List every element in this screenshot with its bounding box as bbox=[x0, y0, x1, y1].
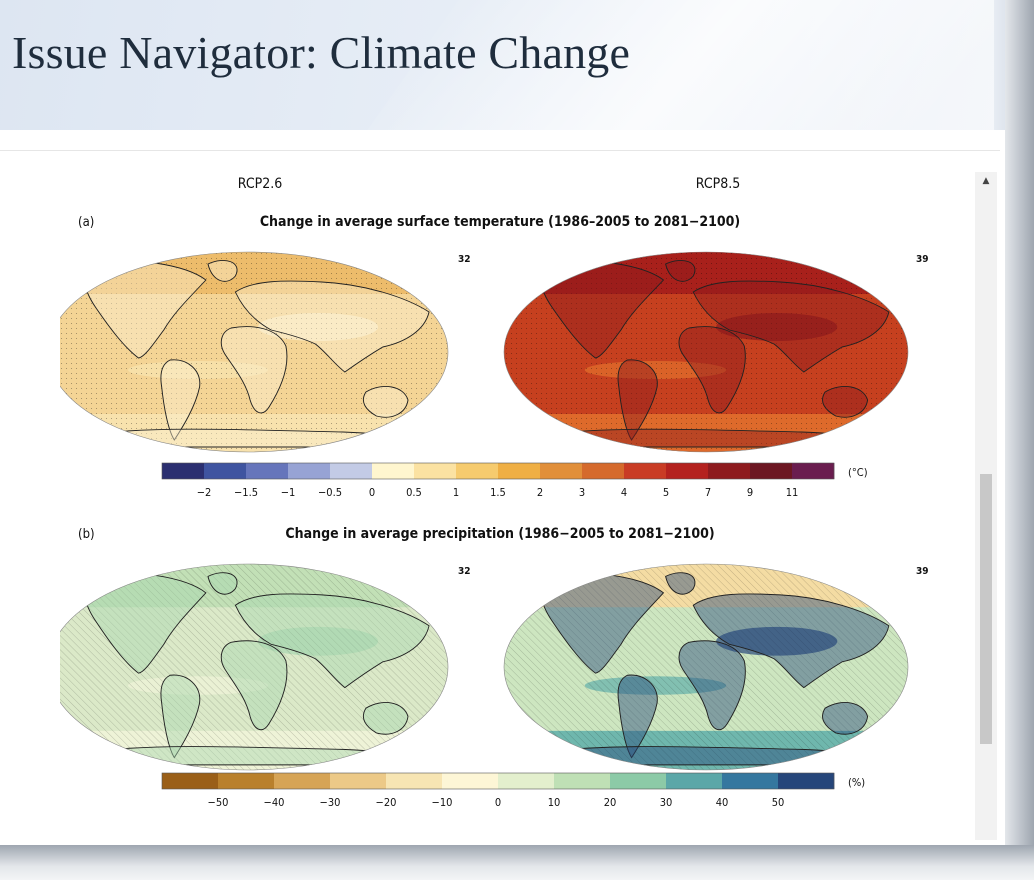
precipitation-colorbar-tick-label: 20 bbox=[604, 796, 617, 809]
precipitation-colorbar-swatch bbox=[162, 773, 219, 789]
temperature-colorbar-tick-label: 9 bbox=[747, 486, 753, 499]
temperature-colorbar-tick-label: 5 bbox=[663, 486, 669, 499]
temperature-colorbar-swatch bbox=[792, 463, 835, 479]
climate-figure-svg: RCP2.6 RCP8.5 (a) Change in average surface… bbox=[47, 176, 929, 809]
temperature-colorbar-tick-label: 11 bbox=[786, 486, 799, 499]
precipitation-colorbar-tick-label: −10 bbox=[432, 796, 453, 809]
temperature-colorbar-swatch bbox=[540, 463, 583, 479]
map-temperature-rcp26: 32 bbox=[47, 251, 471, 453]
precipitation-colorbar-swatch bbox=[554, 773, 611, 789]
temperature-colorbar-tick-label: 2 bbox=[537, 486, 543, 499]
precipitation-colorbar-tick-label: 50 bbox=[772, 796, 785, 809]
precipitation-colorbar-tick-label: −30 bbox=[320, 796, 341, 809]
temperature-colorbar-swatch bbox=[624, 463, 667, 479]
temperature-colorbar-swatch bbox=[582, 463, 625, 479]
slide-header: Issue Navigator: Climate Change bbox=[0, 0, 1034, 130]
temperature-colorbar-swatch bbox=[414, 463, 457, 479]
temperature-colorbar-swatch bbox=[750, 463, 793, 479]
temperature-colorbar-swatch bbox=[246, 463, 289, 479]
panel-b-title: Change in average precipitation (1986−20… bbox=[285, 526, 714, 542]
temperature-colorbar-swatch bbox=[288, 463, 331, 479]
climate-figure: RCP2.6 RCP8.5 (a) Change in average surface… bbox=[47, 162, 972, 836]
precipitation-colorbar-tick-label: −50 bbox=[208, 796, 229, 809]
scroll-up-arrow-icon[interactable]: ▲ bbox=[982, 176, 990, 186]
precipitation-colorbar-tick-label: 10 bbox=[548, 796, 561, 809]
precipitation-colorbar-swatch bbox=[386, 773, 443, 789]
precipitation-colorbar-swatch bbox=[330, 773, 387, 789]
precipitation-colorbar-tick-label: 0 bbox=[495, 796, 501, 809]
precipitation-colorbar-tick-label: 30 bbox=[660, 796, 673, 809]
temperature-colorbar-tick-label: 0.5 bbox=[406, 486, 422, 499]
temperature-colorbar-swatch bbox=[162, 463, 205, 479]
precipitation-colorbar-swatch bbox=[498, 773, 555, 789]
temperature-colorbar-swatch bbox=[204, 463, 247, 479]
scroll-thumb[interactable] bbox=[980, 474, 992, 744]
temperature-colorbar-swatch bbox=[456, 463, 499, 479]
temperature-colorbar-tick-label: 7 bbox=[705, 486, 711, 499]
temperature-colorbar-swatch bbox=[330, 463, 373, 479]
temperature-colorbar-swatch bbox=[666, 463, 709, 479]
precipitation-colorbar-tick-label: −20 bbox=[376, 796, 397, 809]
temperature-colorbar-tick-label: 4 bbox=[621, 486, 627, 499]
window-frame-bottom bbox=[0, 845, 1034, 880]
map-temperature-rcp85: 39 bbox=[503, 251, 929, 453]
scenario-label-rcp26: RCP2.6 bbox=[238, 176, 282, 192]
temperature-colorbar-swatch bbox=[498, 463, 541, 479]
precipitation-colorbar-swatch bbox=[666, 773, 723, 789]
precipitation-colorbar-swatch bbox=[274, 773, 331, 789]
temperature-colorbar-swatch bbox=[708, 463, 751, 479]
temperature-colorbar-tick-label: −0.5 bbox=[318, 486, 342, 499]
precipitation-colorbar-swatch bbox=[610, 773, 667, 789]
precipitation-colorbar-swatch bbox=[442, 773, 499, 789]
precipitation-colorbar: −50 −40 −30 −20 −10 0 10 20 30 40 50 (%) bbox=[161, 772, 865, 809]
scenario-label-rcp85: RCP8.5 bbox=[696, 176, 740, 192]
panel-a-label: (a) bbox=[78, 215, 94, 230]
temperature-colorbar-unit-label: (°C) bbox=[848, 466, 868, 479]
map-temperature-rcp85-model-count: 39 bbox=[916, 254, 929, 265]
precipitation-colorbar-tick-label: 40 bbox=[716, 796, 729, 809]
temperature-colorbar-tick-label: −2 bbox=[197, 486, 212, 499]
map-precipitation-rcp26-model-count: 32 bbox=[458, 566, 471, 577]
map-precipitation-rcp26: 32 bbox=[47, 563, 471, 771]
temperature-colorbar-tick-label: 3 bbox=[579, 486, 585, 499]
temperature-colorbar: −2 −1.5 −1 −0.5 0 0.5 1 1.5 2 3 4 5 7 9 11 (°C) bbox=[161, 462, 868, 499]
temperature-colorbar-tick-label: −1 bbox=[281, 486, 296, 499]
temperature-colorbar-tick-label: 1 bbox=[453, 486, 459, 499]
map-precipitation-rcp85-model-count: 39 bbox=[916, 566, 929, 577]
temperature-colorbar-swatch bbox=[372, 463, 415, 479]
temperature-colorbar-tick-label: −1.5 bbox=[234, 486, 258, 499]
vertical-scrollbar[interactable]: ▲ bbox=[975, 172, 997, 840]
temperature-colorbar-tick-label: 1.5 bbox=[490, 486, 506, 499]
map-temperature-rcp26-model-count: 32 bbox=[458, 254, 471, 265]
panel-b-label: (b) bbox=[78, 527, 95, 542]
precipitation-colorbar-swatch bbox=[722, 773, 779, 789]
header-divider bbox=[0, 150, 1000, 151]
window-frame-right bbox=[1005, 0, 1034, 880]
precipitation-colorbar-unit-label: (%) bbox=[848, 776, 865, 789]
precipitation-colorbar-tick-label: −40 bbox=[264, 796, 285, 809]
slide-title: Issue Navigator: Climate Change bbox=[12, 27, 631, 78]
temperature-colorbar-tick-label: 0 bbox=[369, 486, 375, 499]
precipitation-colorbar-swatch bbox=[778, 773, 835, 789]
precipitation-colorbar-swatch bbox=[218, 773, 275, 789]
map-precipitation-rcp85: 39 bbox=[503, 563, 929, 771]
panel-a-title: Change in average surface temperature (1… bbox=[260, 214, 740, 230]
